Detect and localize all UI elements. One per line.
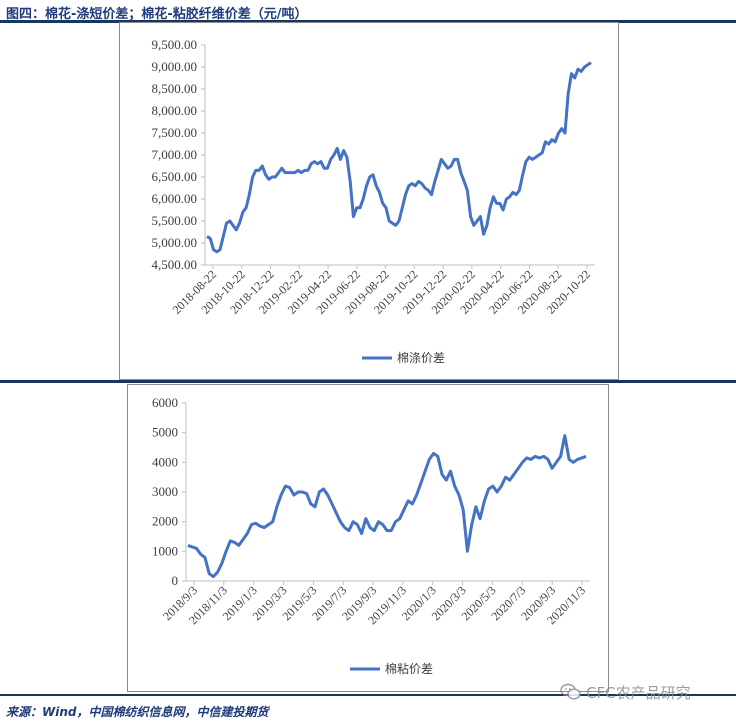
y-tick-label: 8,500.00 xyxy=(152,81,198,96)
y-tick-label: 6000 xyxy=(152,395,178,410)
y-tick-label: 8,000.00 xyxy=(152,103,198,118)
y-tick-label: 2000 xyxy=(152,514,178,529)
chart-viscose-spread: 60005000400030002000100002018/9/32018/11… xyxy=(152,395,590,676)
y-tick-label: 7,000.00 xyxy=(152,147,198,162)
y-tick-label: 9,000.00 xyxy=(152,59,198,74)
y-tick-label: 5,500.00 xyxy=(152,213,198,228)
middle-divider xyxy=(0,380,736,383)
watermark-text: CFC农产品研究 xyxy=(586,683,691,702)
y-tick-label: 0 xyxy=(172,573,179,588)
y-tick-label: 7,500.00 xyxy=(152,125,198,140)
y-tick-label: 6,000.00 xyxy=(152,191,198,206)
y-tick-label: 3000 xyxy=(152,484,178,499)
y-tick-label: 4,500.00 xyxy=(152,257,198,272)
watermark: CFC农产品研究 xyxy=(560,682,691,702)
figure-title: 图四：棉花-涤短价差；棉花-粘胶纤维价差（元/吨） xyxy=(6,7,308,22)
y-tick-label: 5000 xyxy=(152,425,178,440)
bottom-divider xyxy=(0,694,736,696)
series-line xyxy=(206,61,592,254)
chart-frame-polyester: 9,500.00 9,000.00 8,500.00 8,000.00 7,500.00… xyxy=(119,22,619,380)
top-divider xyxy=(0,20,736,23)
y-tick-label: 9,500.00 xyxy=(152,37,198,52)
series-line xyxy=(187,434,587,579)
source-note: 来源：Wind，中国棉纺织信息网，中信建投期货 xyxy=(6,705,269,719)
chart-polyester-spread: 9,500.00 9,000.00 8,500.00 8,000.00 7,500.00… xyxy=(152,37,595,365)
y-tick-label: 4000 xyxy=(152,454,178,469)
y-tick-label: 5,000.00 xyxy=(152,235,198,250)
y-tick-label: 1000 xyxy=(152,543,178,558)
wechat-icon xyxy=(560,683,581,700)
chart-frame-viscose: 6000 5000 4000 3000 2000 1000 0 2018/9/3 2018/11… xyxy=(127,384,609,692)
y-tick-label: 6,500.00 xyxy=(152,169,198,184)
legend-label: 棉涤价差 xyxy=(397,351,445,365)
legend-label: 棉粘价差 xyxy=(385,661,433,676)
